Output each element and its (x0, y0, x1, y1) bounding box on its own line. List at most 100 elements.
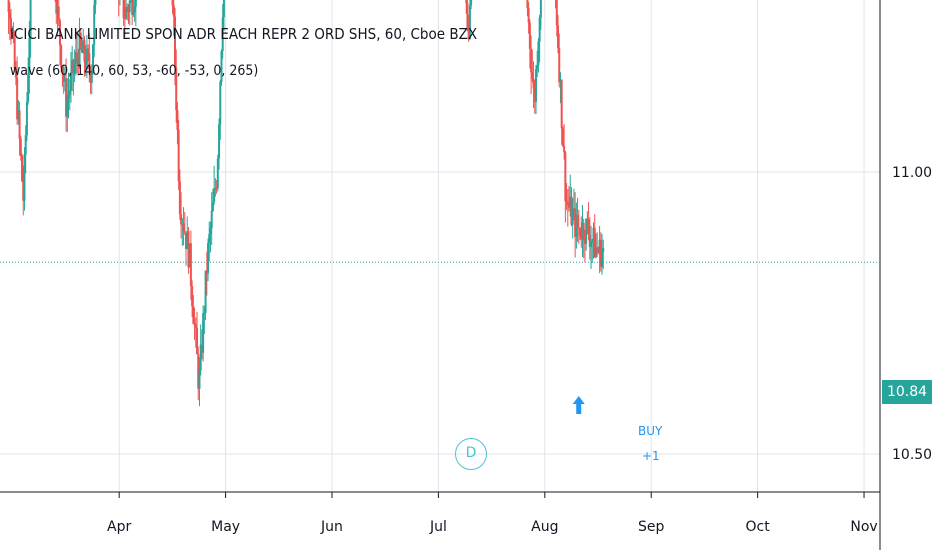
candle-body (94, 0, 97, 5)
x-tick-label: Nov (850, 519, 877, 535)
candle-body (83, 40, 86, 62)
candle-body (68, 90, 71, 95)
candle-body (216, 158, 219, 189)
candle-body (128, 0, 131, 13)
candle-body (122, 0, 125, 18)
candle-body (172, 5, 175, 17)
candle-body (17, 110, 20, 120)
candle-body (123, 17, 126, 19)
indicator-legend[interactable]: wave (60, 140, 60, 53, -60, -53, 0, 265) (10, 63, 259, 79)
candle-body (599, 239, 602, 267)
candle-body (194, 324, 197, 328)
candle-body (574, 208, 577, 238)
candle-body (572, 208, 575, 211)
candle-body (182, 223, 185, 231)
candle-body (186, 231, 189, 249)
candle-body (214, 188, 217, 190)
candle-body (468, 5, 471, 40)
candle-body (205, 270, 208, 274)
candle-body (569, 196, 572, 208)
candle-body (587, 219, 590, 235)
candle-body (19, 138, 22, 156)
candle-body (539, 0, 542, 18)
candle-body (93, 4, 96, 45)
candle-body (221, 17, 224, 52)
candle-body (126, 6, 129, 10)
candle-body (570, 196, 573, 225)
candle-body (591, 240, 594, 243)
event-marker[interactable]: D (455, 438, 487, 470)
candle-body (207, 243, 210, 274)
candle-body (203, 312, 206, 314)
candle-body (538, 17, 541, 42)
candle-body (90, 73, 93, 83)
candle-body (219, 82, 222, 125)
candle-body (580, 236, 583, 240)
candle-body (563, 145, 566, 153)
candle-body (208, 234, 211, 244)
x-tick-label: Apr (107, 519, 131, 535)
candle-body (132, 12, 135, 15)
candle-body (23, 154, 26, 201)
candle-body (67, 94, 70, 99)
candle-body (594, 247, 597, 258)
candle-body (534, 69, 537, 102)
candle-body (134, 0, 137, 7)
candle-body (25, 101, 28, 136)
candle-body (197, 354, 200, 389)
candle-body (532, 78, 535, 89)
candle-body (202, 313, 205, 353)
candle-body (88, 53, 91, 70)
buy-signal-count: +1 (642, 449, 660, 463)
candle-body (21, 155, 24, 181)
candle-body (63, 78, 66, 82)
candle-body (213, 188, 216, 203)
candle-body (188, 243, 191, 268)
candle-body (210, 211, 213, 229)
candle-body (199, 344, 202, 371)
candle-body (582, 222, 585, 241)
x-tick-label: Oct (746, 519, 771, 535)
candle-body (82, 40, 85, 53)
candle-body (24, 135, 27, 155)
candle-body (27, 74, 30, 102)
candle-body (593, 227, 596, 258)
candle-body (11, 32, 14, 34)
candle-body (65, 78, 68, 117)
candle-body (28, 38, 31, 75)
candle-body (58, 20, 61, 46)
candle-body (566, 202, 569, 205)
candle-body (571, 210, 574, 225)
candle-body (585, 219, 588, 244)
candle-body (10, 18, 13, 33)
candle-body (181, 223, 184, 225)
candle-body (204, 270, 207, 313)
buy-arrow-icon (572, 396, 585, 414)
candle-body (533, 88, 536, 102)
candle-body (125, 6, 128, 19)
candle-body (189, 243, 192, 287)
candle-body (596, 247, 599, 252)
candle-body (576, 214, 579, 228)
candle-body (133, 6, 136, 13)
candle-body (173, 16, 176, 68)
candle-body (62, 73, 65, 82)
candle-body (12, 32, 15, 38)
candle-body (470, 0, 473, 6)
candle-body (71, 60, 74, 73)
candle-body (598, 239, 601, 253)
candle-body (7, 0, 10, 13)
buy-signal-label: BUY (638, 424, 663, 438)
candle-body (568, 204, 571, 208)
candle-body (565, 200, 568, 203)
candle-body (191, 286, 194, 307)
candle-body (16, 77, 19, 120)
candle-body (73, 64, 76, 74)
x-tick-label: Sep (638, 519, 665, 535)
candle-body (72, 60, 75, 74)
candle-body (22, 180, 25, 201)
candle-body (185, 232, 188, 249)
candle-body (56, 6, 59, 14)
candle-body (218, 124, 221, 159)
